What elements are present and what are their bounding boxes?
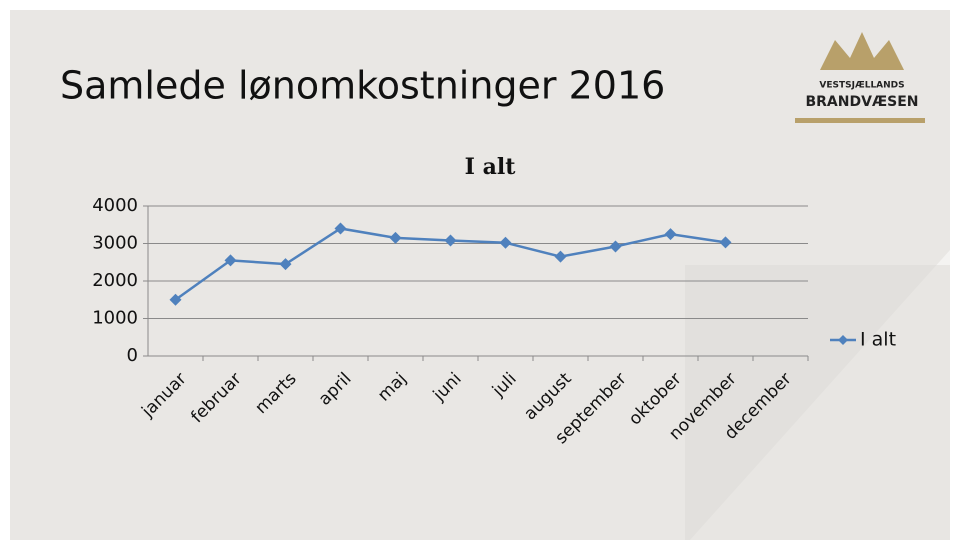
legend-label: I alt bbox=[860, 329, 896, 351]
y-tick-label: 3000 bbox=[92, 233, 138, 254]
logo-text: BRANDVÆSEN bbox=[805, 94, 918, 110]
y-tick-label: 4000 bbox=[92, 195, 138, 216]
slide-title: Samlede lønomkostninger 2016 bbox=[60, 64, 665, 108]
slide: Samlede lønomkostninger 2016 VESTSJÆLLAN… bbox=[0, 0, 956, 547]
logo-text: VESTSJÆLLANDS bbox=[819, 81, 904, 91]
y-tick-label: 2000 bbox=[92, 270, 138, 291]
y-tick-label: 0 bbox=[127, 345, 138, 366]
logo-bar bbox=[795, 118, 925, 123]
background-decoration bbox=[685, 265, 950, 540]
chart-title: I alt bbox=[465, 154, 517, 180]
y-tick-label: 1000 bbox=[92, 308, 138, 329]
page: Samlede lønomkostninger 2016 VESTSJÆLLAN… bbox=[0, 0, 956, 547]
